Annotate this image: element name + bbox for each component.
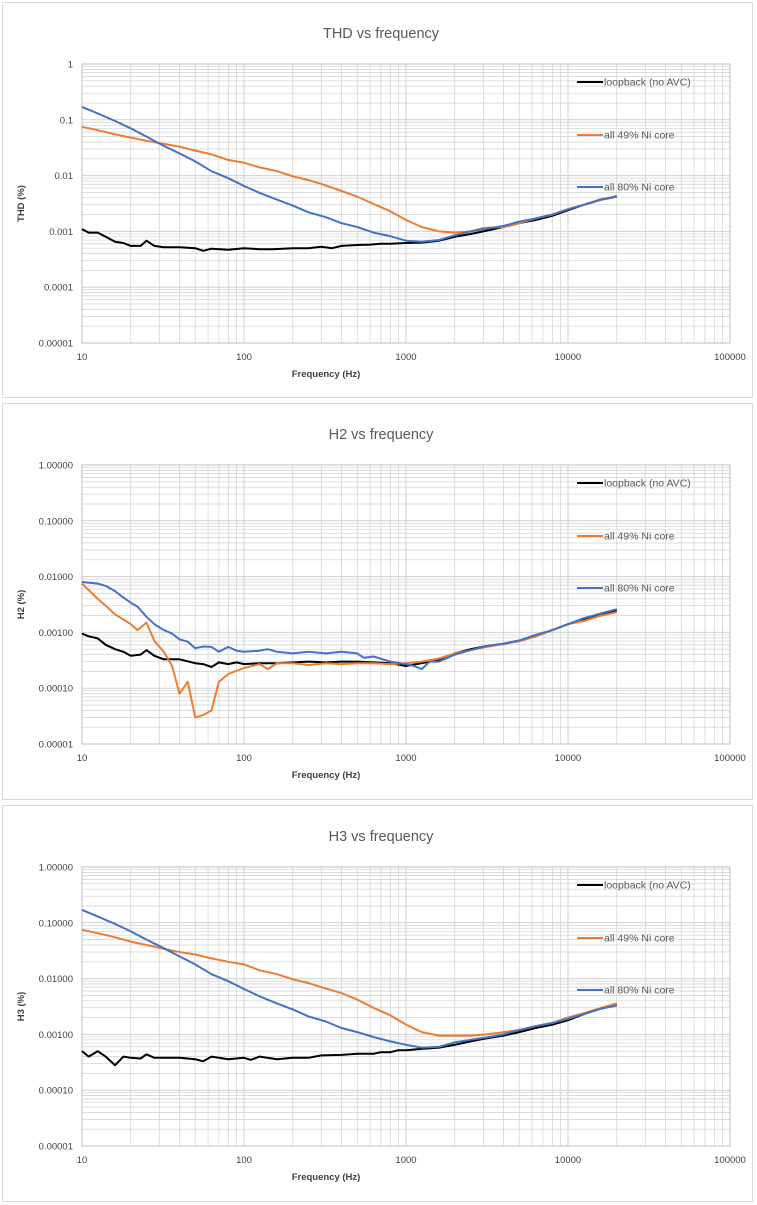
y-tick-label: 0.00001 (39, 339, 73, 350)
series-line-all-49-ni-core (81, 125, 617, 234)
y-axis-label: THD (%) (16, 185, 27, 222)
x-tick-label: 1000 (395, 352, 416, 363)
series-line-all-49-ni-core (81, 582, 618, 719)
y-tick-label: 0.01000 (39, 974, 73, 985)
legend-entry-all-49-ni-core: all 49% Ni core (604, 933, 675, 945)
y-tick-label: 1 (68, 60, 73, 71)
legend-entry-all-80-ni-core: all 80% Ni core (604, 583, 675, 595)
legend-entry-all-49-ni-core: all 49% Ni core (604, 130, 675, 142)
y-tick-label: 1.00000 (39, 461, 73, 472)
x-tick-label: 10 (77, 753, 88, 764)
y-tick-label: 0.01 (55, 171, 74, 182)
x-tick-label: 100000 (714, 1155, 746, 1166)
x-tick-label: 100000 (714, 753, 746, 764)
chart-panel-h2: H2 vs frequency 10 100 1000 10000 100000 0.000… (2, 403, 753, 800)
y-tick-label: 1.00000 (39, 863, 73, 874)
series-line-all-80-ni-core (81, 105, 618, 243)
y-tick-label: 0.00100 (39, 1030, 73, 1041)
y-tick-label: 0.1 (60, 115, 73, 126)
y-tick-label: 0.10000 (39, 516, 73, 527)
plot-area (81, 866, 731, 1147)
legend-entry-loopback-no-avc: loopback (no AVC) (604, 77, 691, 89)
chart-panel-h3: H3 vs frequency 10 100 1000 10000 100000 0.000… (2, 805, 753, 1202)
legend-entry-all-49-ni-core: all 49% Ni core (604, 531, 675, 543)
y-axis-label: H2 (%) (16, 590, 27, 620)
y-tick-label: 0.00001 (39, 1142, 73, 1153)
y-tick-label: 0.00010 (39, 1086, 73, 1097)
series-line-loopback-no-avc (81, 609, 618, 668)
x-tick-label: 1000 (395, 753, 416, 764)
chart-panel-thd: THD vs frequency 10 100 1000 10000 100000 0.00… (2, 2, 753, 398)
y-tick-label: 0.00001 (39, 740, 73, 751)
series-line-loopback-no-avc (81, 1003, 618, 1067)
x-tick-label: 10 (77, 1155, 88, 1166)
x-tick-label: 10 (77, 352, 88, 363)
y-tick-label: 0.0001 (44, 283, 73, 294)
chart-title: H3 vs frequency (329, 829, 435, 845)
x-tick-label: 100 (236, 352, 252, 363)
x-tick-label: 100000 (714, 352, 746, 363)
y-tick-label: 0.00010 (39, 684, 73, 695)
y-tick-label: 0.00100 (39, 628, 73, 639)
y-tick-label: 0.10000 (39, 918, 73, 929)
x-axis-label: Frequency (Hz) (292, 369, 361, 380)
x-tick-label: 1000 (395, 1155, 416, 1166)
x-axis-label: Frequency (Hz) (292, 1172, 361, 1183)
series-line-all-49-ni-core (81, 928, 618, 1037)
h3-chart: H3 vs frequency 10 100 1000 10000 100000 0.000… (16, 829, 746, 1183)
legend-entry-loopback-no-avc: loopback (no AVC) (604, 880, 691, 892)
plot-area (81, 464, 731, 745)
y-tick-label: 0.001 (49, 227, 73, 238)
series-line-all-80-ni-core (81, 581, 618, 671)
chart-title: H2 vs frequency (329, 427, 435, 443)
legend-entry-loopback-no-avc: loopback (no AVC) (604, 478, 691, 490)
x-axis-label: Frequency (Hz) (292, 770, 361, 781)
x-tick-label: 100 (236, 1155, 252, 1166)
x-tick-label: 10000 (555, 1155, 581, 1166)
plot-area (81, 63, 731, 344)
legend-entry-all-80-ni-core: all 80% Ni core (604, 182, 675, 194)
x-tick-label: 100 (236, 753, 252, 764)
h2-chart: H2 vs frequency 10 100 1000 10000 100000 0.000… (16, 427, 746, 781)
thd-chart: THD vs frequency 10 100 1000 10000 100000 0.00… (16, 26, 746, 380)
series-line-all-80-ni-core (81, 908, 617, 1049)
y-axis-label: H3 (%) (16, 992, 27, 1022)
x-tick-label: 10000 (555, 753, 581, 764)
x-tick-label: 10000 (555, 352, 581, 363)
y-tick-label: 0.01000 (39, 572, 73, 583)
legend-entry-all-80-ni-core: all 80% Ni core (604, 985, 675, 997)
chart-title: THD vs frequency (323, 26, 440, 42)
